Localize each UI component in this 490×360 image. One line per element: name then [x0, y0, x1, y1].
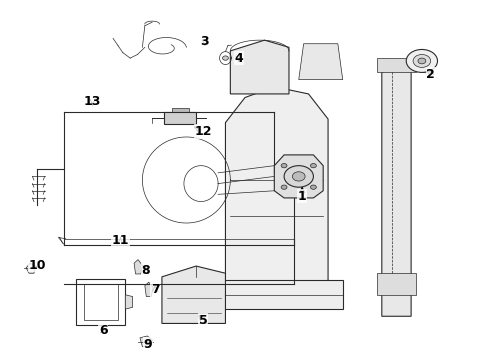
Circle shape — [293, 172, 305, 181]
Polygon shape — [274, 155, 323, 198]
Text: 6: 6 — [99, 324, 108, 337]
Polygon shape — [145, 282, 153, 297]
Polygon shape — [125, 295, 133, 309]
Text: 1: 1 — [298, 190, 307, 203]
Polygon shape — [299, 44, 343, 80]
Circle shape — [222, 56, 228, 60]
Text: 3: 3 — [200, 35, 209, 49]
Circle shape — [406, 49, 438, 72]
Circle shape — [418, 58, 426, 64]
Polygon shape — [140, 336, 152, 347]
Circle shape — [311, 163, 317, 168]
Circle shape — [311, 185, 317, 189]
Text: 13: 13 — [84, 95, 101, 108]
Text: 10: 10 — [28, 259, 46, 272]
Polygon shape — [164, 112, 196, 125]
Polygon shape — [230, 40, 289, 94]
Polygon shape — [216, 280, 343, 309]
Circle shape — [281, 185, 287, 189]
Text: 8: 8 — [142, 264, 150, 277]
Text: 9: 9 — [144, 338, 152, 351]
Polygon shape — [377, 58, 416, 72]
Text: 11: 11 — [112, 234, 129, 247]
Text: 12: 12 — [195, 125, 212, 138]
Polygon shape — [162, 266, 225, 323]
Circle shape — [281, 163, 287, 168]
Circle shape — [413, 54, 431, 67]
Text: 2: 2 — [426, 68, 435, 81]
Polygon shape — [225, 87, 328, 288]
Text: 7: 7 — [151, 283, 159, 296]
Polygon shape — [134, 260, 143, 274]
Text: 5: 5 — [199, 314, 208, 327]
Polygon shape — [377, 273, 416, 295]
Circle shape — [284, 166, 314, 187]
Polygon shape — [26, 263, 36, 273]
Polygon shape — [382, 65, 411, 316]
Text: 4: 4 — [234, 51, 243, 64]
Polygon shape — [172, 108, 189, 112]
